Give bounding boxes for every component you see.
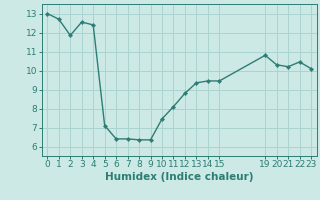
X-axis label: Humidex (Indice chaleur): Humidex (Indice chaleur) [105, 172, 253, 182]
